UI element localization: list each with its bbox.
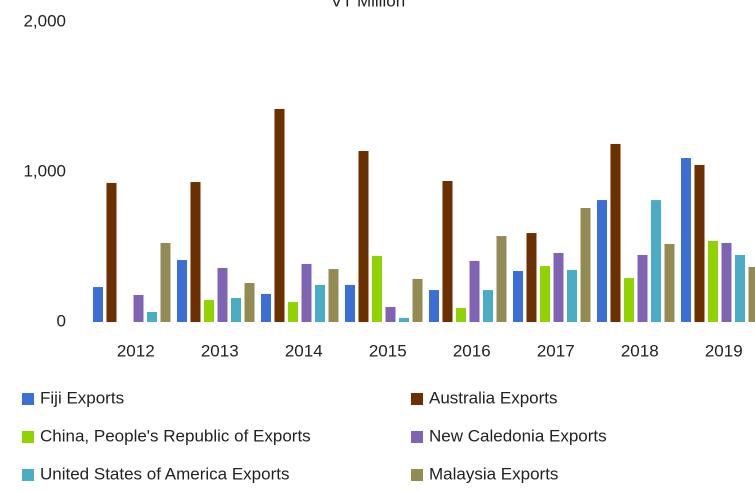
y-tick-label: 2,000 [23, 11, 66, 30]
legend-label: New Caledonia Exports [429, 426, 607, 445]
bar [527, 233, 537, 322]
bar [513, 271, 523, 322]
bar [581, 208, 591, 322]
bar [315, 285, 325, 322]
bar [231, 298, 241, 322]
x-tick-label: 2014 [285, 341, 323, 360]
bar [386, 307, 396, 322]
bar [735, 255, 745, 322]
bar [329, 269, 339, 322]
bar [554, 253, 564, 322]
legend-label: Fiji Exports [40, 388, 124, 407]
bar [470, 261, 480, 322]
bar [399, 318, 409, 322]
bar [708, 241, 718, 322]
legend-swatch [22, 393, 34, 405]
bar [665, 244, 675, 322]
bar [218, 268, 228, 322]
legend-swatch [411, 431, 423, 443]
x-tick-label: 2013 [201, 341, 239, 360]
bar [611, 144, 621, 322]
legend-label: China, People's Republic of Exports [40, 426, 311, 445]
bar [443, 181, 453, 322]
bar [93, 287, 103, 322]
bar [245, 283, 255, 322]
bar [638, 255, 648, 322]
bar [456, 308, 466, 322]
bar [161, 243, 171, 322]
x-tick-label: 2016 [453, 341, 491, 360]
bar [372, 256, 382, 322]
bar [288, 302, 298, 322]
bar [147, 312, 157, 322]
x-tick-label: 2012 [117, 341, 155, 360]
legend-swatch [411, 393, 423, 405]
bar [275, 109, 285, 322]
bar [302, 264, 312, 322]
bar [749, 267, 755, 322]
legend-swatch [22, 469, 34, 481]
bar [107, 183, 117, 322]
legend-label: Malaysia Exports [429, 464, 558, 483]
bar [722, 243, 732, 322]
bar [177, 260, 187, 322]
bar [429, 290, 439, 322]
bar [345, 285, 355, 322]
y-tick-label: 0 [57, 311, 66, 330]
legend-swatch [22, 431, 34, 443]
bar [413, 279, 423, 322]
chart-title: VT Million [331, 0, 405, 10]
x-tick-label: 2017 [537, 341, 575, 360]
x-tick-label: 2019 [705, 341, 743, 360]
bar [567, 270, 577, 322]
bar [191, 182, 201, 322]
legend-swatch [411, 469, 423, 481]
legend-label: Australia Exports [429, 388, 558, 407]
bar [651, 200, 661, 322]
bar [261, 294, 271, 322]
x-tick-label: 2015 [369, 341, 407, 360]
bar [134, 295, 144, 322]
bar [624, 278, 634, 322]
bar [681, 158, 691, 322]
y-tick-label: 1,000 [23, 161, 66, 180]
bar [540, 266, 550, 322]
legend-label: United States of America Exports [40, 464, 289, 483]
bar [695, 165, 705, 322]
bar [597, 200, 607, 322]
bar [204, 300, 214, 322]
bar [497, 236, 507, 322]
x-tick-label: 2018 [621, 341, 659, 360]
bar [483, 290, 493, 322]
bar [359, 151, 369, 322]
